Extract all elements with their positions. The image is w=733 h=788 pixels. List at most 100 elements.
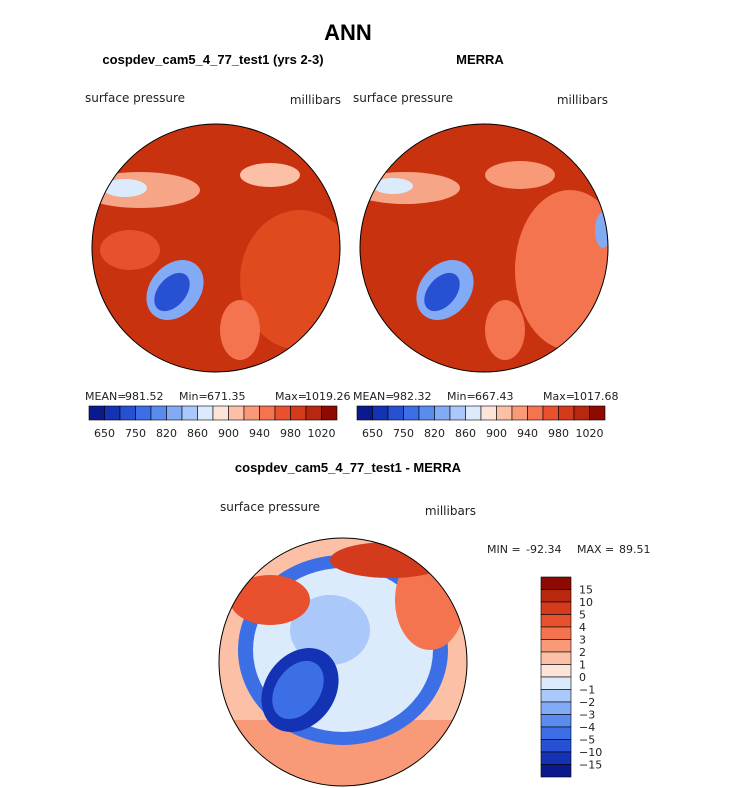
max-value: 89.51	[619, 543, 651, 556]
colorbar-label: 0	[579, 671, 586, 684]
colorbar-box	[511, 405, 528, 421]
stat-value: 671.35	[207, 390, 246, 403]
colorbar-box	[496, 405, 513, 421]
colorbar-box	[104, 405, 121, 421]
colorbar-label: 820	[424, 427, 445, 440]
colorbar-box	[540, 601, 572, 615]
colorbar-box	[259, 405, 276, 421]
stat-label: Max=	[275, 390, 307, 403]
colorbar-label: 1020	[576, 427, 604, 440]
colorbar: 650 750 820 860 900 940 980 1020 650 750 820 860 900…	[88, 405, 606, 440]
colorbar-label: 1	[579, 659, 586, 672]
stat-value: 1017.68	[573, 390, 619, 403]
colorbar-label: 4	[579, 621, 586, 634]
colorbar-box	[212, 405, 229, 421]
colorbar-label: 5	[579, 609, 586, 622]
stat-label: Max=	[543, 390, 575, 403]
colorbar-label: −5	[579, 734, 595, 747]
panel-title: cospdev_cam5_4_77_test1 - MERRA	[235, 460, 462, 475]
colorbar-box	[88, 405, 105, 421]
colorbar-label: 980	[548, 427, 569, 440]
stat-label: Min=	[447, 390, 476, 403]
panel-title: MERRA	[456, 52, 504, 67]
colorbar-label: 3	[579, 634, 586, 647]
map-border	[218, 537, 468, 787]
colorbar-box	[403, 405, 420, 421]
colorbar-box	[418, 405, 435, 421]
colorbar-label: 650	[362, 427, 383, 440]
colorbar-box	[321, 405, 338, 421]
colorbar-box	[305, 405, 322, 421]
min-label: MIN =	[487, 543, 521, 556]
colorbar-box	[197, 405, 214, 421]
stat-value: 981.52	[125, 390, 164, 403]
polar-map	[92, 124, 340, 372]
panel-right-label: millibars	[557, 93, 608, 107]
colorbar-label: 900	[218, 427, 239, 440]
colorbar-box	[540, 689, 572, 703]
panel-left-label: surface pressure	[353, 91, 453, 105]
stats: MEAN=981.52 Min= 671.35 Max=1019.26 MEAN=982…	[85, 390, 619, 403]
colorbar-label: 15	[579, 584, 593, 597]
panel-right-label: millibars	[290, 93, 341, 107]
colorbar-box	[589, 405, 606, 421]
colorbar-box	[434, 405, 451, 421]
colorbar-box	[540, 739, 572, 753]
colorbar-box	[274, 405, 291, 421]
colorbar-label: 860	[455, 427, 476, 440]
stat-value: 982.32	[393, 390, 432, 403]
colorbar-box	[540, 639, 572, 653]
colorbar-label: 650	[94, 427, 115, 440]
colorbar-box	[540, 626, 572, 640]
stat-label: MEAN=	[85, 390, 126, 403]
colorbar-label: −2	[579, 696, 595, 709]
figure-title: ANN	[324, 20, 372, 45]
stat-label: MEAN=	[353, 390, 394, 403]
colorbar-box	[387, 405, 404, 421]
colorbar-label: 750	[393, 427, 414, 440]
colorbar-label: 980	[280, 427, 301, 440]
colorbar-label: −15	[579, 759, 602, 772]
colorbar-box	[540, 764, 572, 778]
colorbar-label: −3	[579, 709, 595, 722]
colorbar-label: 2	[579, 646, 586, 659]
colorbar-label: 1020	[308, 427, 336, 440]
colorbar-label: 900	[486, 427, 507, 440]
colorbar-label: 940	[517, 427, 538, 440]
colorbar-box	[356, 405, 373, 421]
colorbar-box	[540, 714, 572, 728]
colorbar-label: 750	[125, 427, 146, 440]
colorbar-box	[540, 664, 572, 678]
panel-title: cospdev_cam5_4_77_test1 (yrs 2-3)	[102, 52, 323, 67]
colorbar-box	[449, 405, 466, 421]
colorbar-box	[372, 405, 389, 421]
colorbar-box	[540, 726, 572, 740]
colorbar-box	[540, 676, 572, 690]
colorbar-box	[228, 405, 245, 421]
map-border	[91, 123, 341, 373]
colorbar-box	[540, 576, 572, 590]
colorbar-label: 940	[249, 427, 270, 440]
colorbar-box	[573, 405, 590, 421]
panel-right-label: millibars	[425, 504, 476, 518]
min-value: -92.34	[526, 543, 561, 556]
stat-value: 667.43	[475, 390, 514, 403]
stat-label: Min=	[179, 390, 208, 403]
stat-value: 1019.26	[305, 390, 351, 403]
map-border	[359, 123, 609, 373]
colorbar-box	[181, 405, 198, 421]
colorbar-box	[135, 405, 152, 421]
panel-left-label: surface pressure	[85, 91, 185, 105]
colorbar-box	[465, 405, 482, 421]
colorbar-box	[166, 405, 183, 421]
colorbar-box	[527, 405, 544, 421]
colorbar-box	[290, 405, 307, 421]
colorbar-label: −10	[579, 746, 602, 759]
colorbar-box	[480, 405, 497, 421]
colorbar-box	[150, 405, 167, 421]
panel-left-label: surface pressure	[220, 500, 320, 514]
polar-map	[360, 124, 608, 372]
colorbar-box	[243, 405, 260, 421]
colorbar-box	[540, 589, 572, 603]
